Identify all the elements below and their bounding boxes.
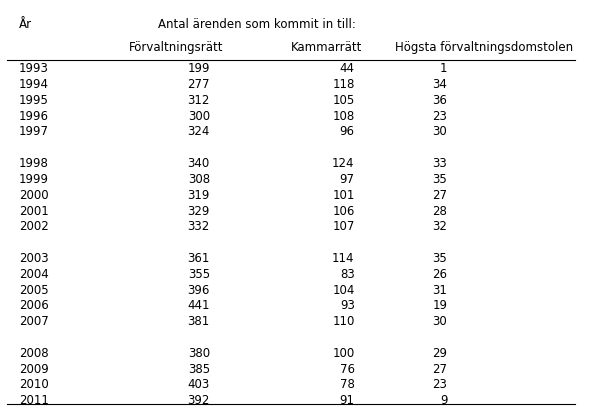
Text: 44: 44: [340, 62, 354, 75]
Text: 105: 105: [333, 94, 354, 107]
Text: 27: 27: [432, 363, 448, 376]
Text: 31: 31: [432, 284, 448, 297]
Text: 118: 118: [333, 78, 354, 91]
Text: 34: 34: [432, 78, 448, 91]
Text: 35: 35: [432, 173, 448, 186]
Text: 78: 78: [340, 378, 354, 391]
Text: 332: 332: [188, 220, 210, 233]
Text: År: År: [19, 18, 32, 31]
Text: 29: 29: [432, 347, 448, 360]
Text: 300: 300: [188, 110, 210, 123]
Text: 93: 93: [340, 300, 354, 313]
Text: 2004: 2004: [19, 268, 49, 281]
Text: Förvaltningsrätt: Förvaltningsrätt: [128, 41, 224, 54]
Text: Kammarrätt: Kammarrätt: [291, 41, 362, 54]
Text: 23: 23: [432, 110, 448, 123]
Text: 106: 106: [333, 204, 354, 217]
Text: 124: 124: [332, 157, 354, 170]
Text: 308: 308: [188, 173, 210, 186]
Text: 2009: 2009: [19, 363, 49, 376]
Text: 36: 36: [432, 94, 448, 107]
Text: 329: 329: [188, 204, 210, 217]
Text: 1997: 1997: [19, 125, 49, 138]
Text: Högsta förvaltningsdomstolen: Högsta förvaltningsdomstolen: [395, 41, 573, 54]
Text: 114: 114: [332, 252, 354, 265]
Text: 110: 110: [333, 315, 354, 328]
Text: 9: 9: [440, 394, 448, 407]
Text: 27: 27: [432, 189, 448, 202]
Text: 32: 32: [432, 220, 448, 233]
Text: 396: 396: [188, 284, 210, 297]
Text: 312: 312: [188, 94, 210, 107]
Text: 23: 23: [432, 378, 448, 391]
Text: 30: 30: [432, 125, 448, 138]
Text: 101: 101: [333, 189, 354, 202]
Text: 30: 30: [432, 315, 448, 328]
Text: 19: 19: [432, 300, 448, 313]
Text: 2000: 2000: [19, 189, 48, 202]
Text: 2005: 2005: [19, 284, 48, 297]
Text: 28: 28: [432, 204, 448, 217]
Text: 381: 381: [188, 315, 210, 328]
Text: 107: 107: [333, 220, 354, 233]
Text: 361: 361: [188, 252, 210, 265]
Text: 355: 355: [188, 268, 210, 281]
Text: 33: 33: [432, 157, 448, 170]
Text: 441: 441: [188, 300, 210, 313]
Text: Antal ärenden som kommit in till:: Antal ärenden som kommit in till:: [158, 18, 356, 31]
Text: 97: 97: [340, 173, 354, 186]
Text: 26: 26: [432, 268, 448, 281]
Text: 1995: 1995: [19, 94, 49, 107]
Text: 403: 403: [188, 378, 210, 391]
Text: 1994: 1994: [19, 78, 49, 91]
Text: 2002: 2002: [19, 220, 49, 233]
Text: 1998: 1998: [19, 157, 49, 170]
Text: 1996: 1996: [19, 110, 49, 123]
Text: 340: 340: [188, 157, 210, 170]
Text: 2007: 2007: [19, 315, 49, 328]
Text: 100: 100: [333, 347, 354, 360]
Text: 1993: 1993: [19, 62, 49, 75]
Text: 96: 96: [340, 125, 354, 138]
Text: 91: 91: [340, 394, 354, 407]
Text: 324: 324: [188, 125, 210, 138]
Text: 319: 319: [188, 189, 210, 202]
Text: 35: 35: [432, 252, 448, 265]
Text: 199: 199: [188, 62, 210, 75]
Text: 2003: 2003: [19, 252, 48, 265]
Text: 392: 392: [188, 394, 210, 407]
Text: 380: 380: [188, 347, 210, 360]
Text: 277: 277: [188, 78, 210, 91]
Text: 2001: 2001: [19, 204, 49, 217]
Text: 83: 83: [340, 268, 354, 281]
Text: 108: 108: [333, 110, 354, 123]
Text: 385: 385: [188, 363, 210, 376]
Text: 76: 76: [340, 363, 354, 376]
Text: 104: 104: [333, 284, 354, 297]
Text: 2008: 2008: [19, 347, 48, 360]
Text: 2006: 2006: [19, 300, 49, 313]
Text: 2010: 2010: [19, 378, 49, 391]
Text: 2011: 2011: [19, 394, 49, 407]
Text: 1999: 1999: [19, 173, 49, 186]
Text: 1: 1: [440, 62, 448, 75]
